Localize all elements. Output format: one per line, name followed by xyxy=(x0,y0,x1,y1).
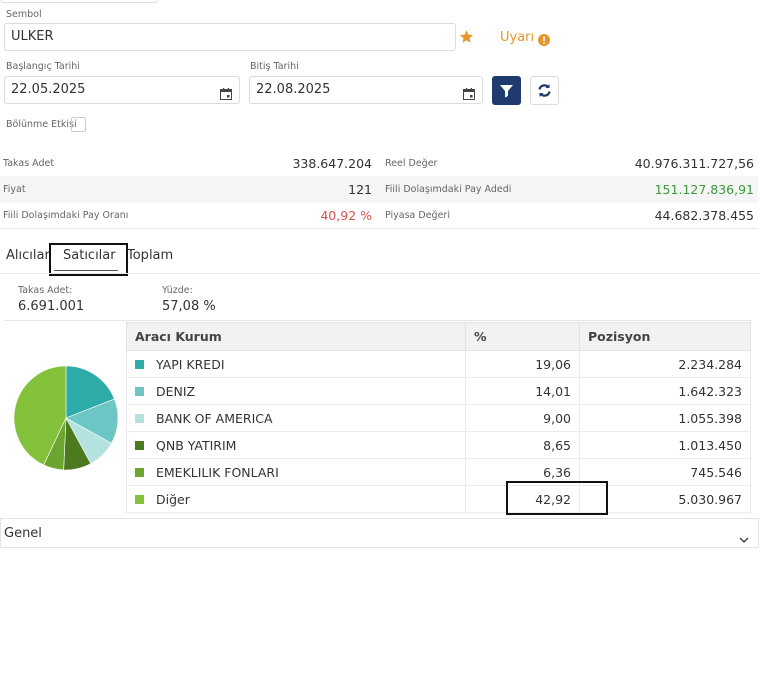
refresh-button[interactable] xyxy=(530,76,559,105)
legend-swatch xyxy=(135,413,144,423)
top-input-edge xyxy=(0,0,158,3)
header-pozisyon[interactable]: Pozisyon xyxy=(579,322,751,351)
symbol-value: ULKER xyxy=(11,29,54,44)
calendar-icon[interactable] xyxy=(220,84,232,100)
broker-percent: 42,92 xyxy=(465,485,580,513)
diger-percent-highlight xyxy=(506,481,608,515)
table-row[interactable]: YAPI KREDI 19,06 2.234.284 xyxy=(126,350,751,378)
symbol-label: Sembol xyxy=(6,9,42,20)
pie-slice-yapi-kredi xyxy=(65,365,115,419)
broker-name: YAPI KREDI xyxy=(156,356,225,372)
broker-percent: 8,65 xyxy=(465,431,580,459)
summary-takas-label: Takas Adet: xyxy=(18,285,73,296)
broker-position: 1.642.323 xyxy=(579,377,751,405)
piyasa-degeri-value: 44.682.378.455 xyxy=(654,208,754,223)
pie-slice-diğer xyxy=(13,365,67,466)
fiili-pay-orani-value: 40,92 % xyxy=(320,208,372,223)
refresh-icon xyxy=(538,84,551,97)
summary-divider xyxy=(4,320,752,321)
header-percent[interactable]: % xyxy=(465,322,580,351)
start-date-input[interactable]: 22.05.2025 xyxy=(4,76,240,104)
start-date-value: 22.05.2025 xyxy=(11,82,86,97)
split-effect-checkbox[interactable] xyxy=(71,117,86,132)
tab-active-underline xyxy=(54,270,118,271)
tabs-divider xyxy=(0,273,760,274)
filter-button[interactable] xyxy=(492,76,521,105)
piyasa-degeri-label: Piyasa Değeri xyxy=(385,210,450,221)
broker-name: DENIZ xyxy=(156,383,196,399)
broker-percent: 9,00 xyxy=(465,404,580,432)
symbol-input[interactable]: ULKER xyxy=(4,23,456,51)
broker-name: BANK OF AMERICA xyxy=(156,410,273,426)
table-row[interactable]: DENIZ 14,01 1.642.323 xyxy=(126,377,751,405)
tab-alicilar[interactable]: Alıcılar xyxy=(6,248,50,263)
brokers-table: Aracı Kurum % Pozisyon YAPI KREDI 19,06 … xyxy=(126,322,751,513)
star-icon[interactable] xyxy=(459,29,474,44)
pie-chart xyxy=(13,365,119,471)
accordion-genel[interactable]: Genel xyxy=(0,518,759,548)
takas-adet-value: 338.647.204 xyxy=(292,156,372,171)
reel-deger-value: 40.976.311.727,56 xyxy=(634,156,754,171)
legend-swatch xyxy=(135,494,144,504)
end-date-value: 22.08.2025 xyxy=(256,82,331,97)
warning-label[interactable]: Uyarı xyxy=(500,30,535,45)
broker-position: 1.055.398 xyxy=(579,404,751,432)
tab-satici-highlight xyxy=(49,243,128,276)
fiili-pay-adedi-value: 151.127.836,91 xyxy=(654,182,754,197)
filter-icon xyxy=(500,85,513,98)
chevron-down-icon[interactable] xyxy=(739,529,749,544)
summary-yuzde-label: Yüzde: xyxy=(162,285,193,296)
summary-yuzde-value: 57,08 % xyxy=(162,299,216,314)
table-row[interactable]: Diğer 42,92 5.030.967 xyxy=(126,485,751,513)
split-effect-label: Bölünme Etkisi xyxy=(6,119,77,130)
legend-swatch xyxy=(135,440,144,450)
header-araci-kurum[interactable]: Aracı Kurum xyxy=(126,322,466,351)
tab-saticilar[interactable]: Satıcılar xyxy=(63,248,116,263)
broker-name: EMEKLILIK FONLARI xyxy=(156,464,279,480)
stats-divider xyxy=(0,228,758,229)
table-row[interactable]: EMEKLILIK FONLARI 6,36 745.546 xyxy=(126,458,751,486)
fiili-pay-adedi-label: Fiili Dolaşımdaki Pay Adedi xyxy=(385,184,512,195)
broker-percent: 19,06 xyxy=(465,350,580,378)
reel-deger-label: Reel Değer xyxy=(385,158,438,169)
takas-adet-label: Takas Adet xyxy=(3,158,55,169)
broker-position: 1.013.450 xyxy=(579,431,751,459)
stats-row-2-bg xyxy=(0,176,758,203)
summary-takas-value: 6.691.001 xyxy=(18,299,85,314)
broker-percent: 14,01 xyxy=(465,377,580,405)
calendar-icon[interactable] xyxy=(463,84,475,100)
end-date-input[interactable]: 22.08.2025 xyxy=(249,76,483,104)
legend-swatch xyxy=(135,386,144,396)
fiyat-label: Fiyat xyxy=(3,184,26,195)
accordion-label: Genel xyxy=(4,526,42,541)
broker-name: QNB YATIRIM xyxy=(156,437,237,453)
start-date-label: Başlangıç Tarihi xyxy=(6,61,80,72)
broker-name: Diğer xyxy=(156,491,190,507)
fiili-pay-orani-label: Fiili Dolaşımdaki Pay Oranı xyxy=(3,210,129,221)
legend-swatch xyxy=(135,467,144,477)
table-header-row: Aracı Kurum % Pozisyon xyxy=(126,322,751,351)
table-row[interactable]: BANK OF AMERICA 9,00 1.055.398 xyxy=(126,404,751,432)
info-icon[interactable] xyxy=(538,31,550,46)
broker-position: 2.234.284 xyxy=(579,350,751,378)
fiyat-value: 121 xyxy=(348,182,372,197)
table-row[interactable]: QNB YATIRIM 8,65 1.013.450 xyxy=(126,431,751,459)
end-date-label: Bitiş Tarihi xyxy=(250,61,299,72)
tab-toplam[interactable]: Toplam xyxy=(127,248,174,263)
legend-swatch xyxy=(135,359,144,369)
